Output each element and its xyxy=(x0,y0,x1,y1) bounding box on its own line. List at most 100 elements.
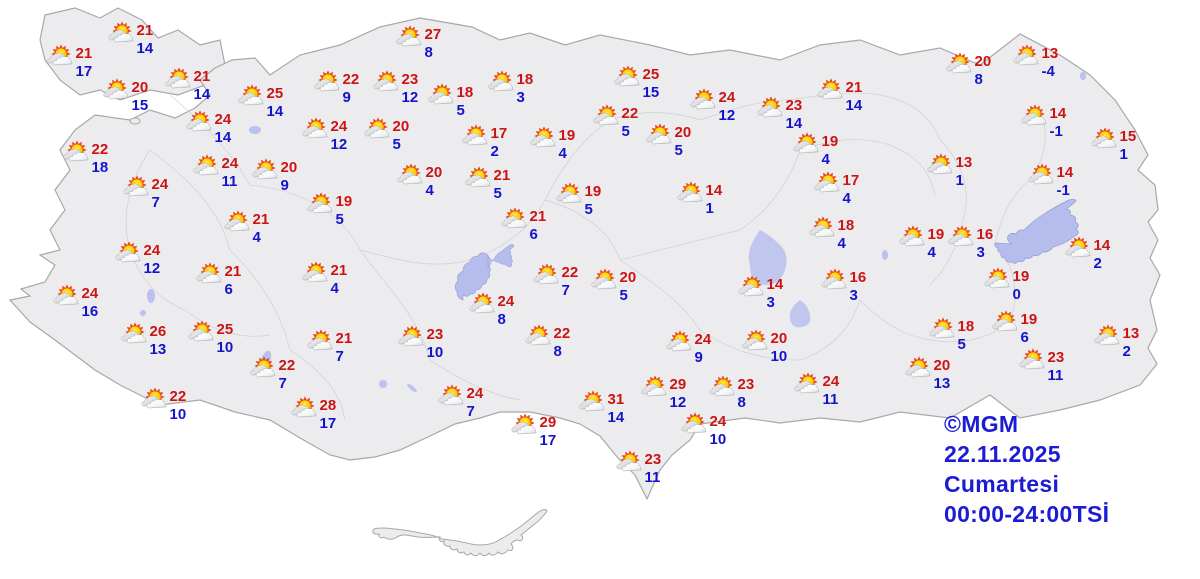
svg-text:5: 5 xyxy=(336,211,344,228)
svg-text:7: 7 xyxy=(467,403,475,420)
svg-text:24: 24 xyxy=(152,176,169,193)
svg-text:11: 11 xyxy=(222,173,238,190)
svg-text:14: 14 xyxy=(1057,164,1074,181)
svg-text:3: 3 xyxy=(850,287,858,304)
svg-text:10: 10 xyxy=(217,339,234,356)
svg-text:11: 11 xyxy=(823,391,839,408)
svg-text:20: 20 xyxy=(132,79,149,96)
svg-text:6: 6 xyxy=(225,281,233,298)
svg-text:19: 19 xyxy=(928,226,945,243)
svg-text:24: 24 xyxy=(215,111,232,128)
svg-text:21: 21 xyxy=(76,45,93,62)
svg-text:24: 24 xyxy=(331,118,348,135)
svg-text:24: 24 xyxy=(695,331,712,348)
svg-text:6: 6 xyxy=(1021,329,1029,346)
svg-text:4: 4 xyxy=(331,280,340,297)
svg-text:23: 23 xyxy=(786,97,803,114)
svg-text:3: 3 xyxy=(517,89,525,106)
svg-text:18: 18 xyxy=(517,71,534,88)
svg-text:5: 5 xyxy=(675,142,683,159)
svg-text:9: 9 xyxy=(281,177,289,194)
svg-text:18: 18 xyxy=(838,217,855,234)
svg-text:26: 26 xyxy=(150,323,167,340)
svg-text:12: 12 xyxy=(402,89,419,106)
svg-text:16: 16 xyxy=(82,303,99,320)
svg-text:21: 21 xyxy=(137,22,154,39)
svg-text:9: 9 xyxy=(343,89,351,106)
svg-text:19: 19 xyxy=(336,193,353,210)
svg-text:27: 27 xyxy=(425,26,442,43)
svg-text:0: 0 xyxy=(1013,286,1021,303)
svg-text:15: 15 xyxy=(643,84,660,101)
svg-text:22: 22 xyxy=(343,71,360,88)
svg-text:8: 8 xyxy=(738,394,746,411)
svg-text:22: 22 xyxy=(170,388,187,405)
svg-text:29: 29 xyxy=(670,376,687,393)
svg-text:18: 18 xyxy=(92,159,109,176)
svg-text:22: 22 xyxy=(622,105,639,122)
svg-text:18: 18 xyxy=(457,84,474,101)
svg-text:15: 15 xyxy=(1120,128,1137,145)
svg-text:2: 2 xyxy=(1123,343,1131,360)
svg-text:14: 14 xyxy=(1050,105,1067,122)
svg-text:10: 10 xyxy=(170,406,187,423)
svg-text:11: 11 xyxy=(1048,367,1064,384)
svg-text:20: 20 xyxy=(934,357,951,374)
svg-text:5: 5 xyxy=(585,201,593,218)
svg-text:7: 7 xyxy=(336,348,344,365)
svg-text:12: 12 xyxy=(670,394,687,411)
svg-text:17: 17 xyxy=(491,125,508,142)
svg-text:24: 24 xyxy=(82,285,99,302)
svg-text:12: 12 xyxy=(144,260,161,277)
svg-text:14: 14 xyxy=(706,182,723,199)
svg-text:25: 25 xyxy=(267,85,284,102)
svg-text:17: 17 xyxy=(540,432,557,449)
svg-text:14: 14 xyxy=(767,276,784,293)
svg-text:21: 21 xyxy=(194,68,211,85)
svg-text:5: 5 xyxy=(622,123,630,140)
svg-text:2: 2 xyxy=(491,143,499,160)
svg-text:29: 29 xyxy=(540,414,557,431)
svg-text:23: 23 xyxy=(1048,349,1065,366)
svg-text:4: 4 xyxy=(843,190,852,207)
svg-text:24: 24 xyxy=(823,373,840,390)
svg-text:1: 1 xyxy=(956,172,964,189)
svg-text:23: 23 xyxy=(645,451,662,468)
svg-text:14: 14 xyxy=(267,103,284,120)
svg-text:14: 14 xyxy=(846,97,863,114)
svg-text:25: 25 xyxy=(643,66,660,83)
svg-text:20: 20 xyxy=(393,118,410,135)
svg-text:10: 10 xyxy=(771,348,788,365)
svg-text:21: 21 xyxy=(225,263,242,280)
svg-text:13: 13 xyxy=(934,375,951,392)
svg-text:20: 20 xyxy=(675,124,692,141)
svg-text:14: 14 xyxy=(194,86,211,103)
svg-text:14: 14 xyxy=(137,40,154,57)
svg-text:22: 22 xyxy=(562,264,579,281)
svg-text:14: 14 xyxy=(786,115,803,132)
svg-text:24: 24 xyxy=(222,155,239,172)
svg-text:4: 4 xyxy=(928,244,937,261)
svg-text:18: 18 xyxy=(958,318,975,335)
svg-text:17: 17 xyxy=(843,172,860,189)
svg-text:28: 28 xyxy=(320,397,337,414)
svg-text:8: 8 xyxy=(975,71,983,88)
svg-text:6: 6 xyxy=(530,226,538,243)
svg-text:19: 19 xyxy=(559,127,576,144)
svg-text:-1: -1 xyxy=(1050,123,1063,140)
svg-text:7: 7 xyxy=(152,194,160,211)
svg-text:5: 5 xyxy=(393,136,401,153)
svg-text:20: 20 xyxy=(281,159,298,176)
svg-text:22: 22 xyxy=(92,141,109,158)
svg-text:4: 4 xyxy=(559,145,568,162)
svg-text:24: 24 xyxy=(710,413,727,430)
svg-text:5: 5 xyxy=(958,336,966,353)
svg-text:10: 10 xyxy=(710,431,727,448)
svg-text:8: 8 xyxy=(425,44,433,61)
svg-text:5: 5 xyxy=(620,287,628,304)
svg-text:17: 17 xyxy=(76,63,93,80)
svg-text:24: 24 xyxy=(719,89,736,106)
svg-text:13: 13 xyxy=(1123,325,1140,342)
svg-text:17: 17 xyxy=(320,415,337,432)
svg-text:7: 7 xyxy=(562,282,570,299)
